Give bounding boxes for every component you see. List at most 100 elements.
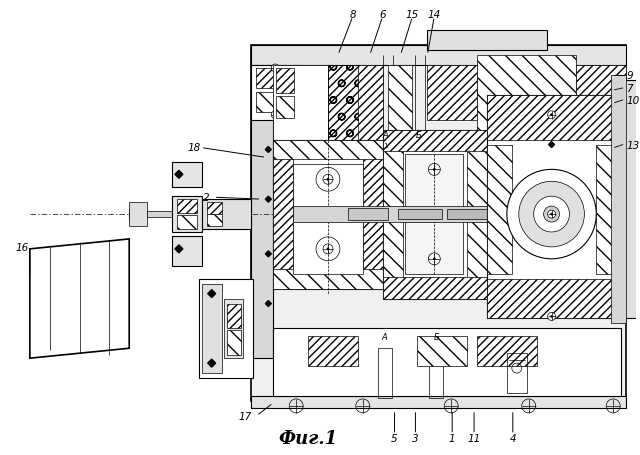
Text: 9: 9 [626,71,633,81]
Bar [308,337,358,366]
Polygon shape [175,171,183,179]
Circle shape [323,175,333,185]
Bar [577,66,626,121]
Polygon shape [266,197,271,203]
Circle shape [316,168,340,192]
Bar [257,69,276,89]
Text: 15: 15 [406,10,419,20]
Bar [257,93,276,112]
Text: А: А [381,333,387,342]
Polygon shape [208,359,216,367]
Circle shape [550,213,552,216]
Bar [596,145,626,274]
Bar [611,76,626,324]
Bar [273,66,328,145]
Bar [447,210,487,220]
Text: Фиг.1: Фиг.1 [278,429,338,447]
Bar [378,349,392,398]
Bar [207,203,221,215]
Text: 1: 1 [449,433,456,443]
Bar [621,81,639,319]
Bar [227,304,241,329]
Bar [227,331,241,355]
Bar [293,165,363,274]
Bar [429,349,444,398]
Bar [172,237,202,266]
Bar [252,81,273,359]
Text: 17: 17 [239,411,252,421]
Bar [273,329,621,396]
Bar [363,140,383,289]
Circle shape [548,313,556,321]
Circle shape [433,258,435,260]
Polygon shape [175,245,183,253]
Text: 8: 8 [349,10,356,20]
Bar [273,140,383,160]
Text: 7: 7 [626,84,633,94]
Polygon shape [548,142,554,148]
Text: 10: 10 [626,96,639,106]
Polygon shape [266,147,271,153]
Text: 1: 1 [383,142,388,148]
Bar [273,140,293,289]
Bar [252,46,626,66]
Bar [477,56,577,130]
Text: 5: 5 [391,433,398,443]
Bar [487,279,626,319]
Circle shape [327,179,329,181]
Bar [252,66,301,121]
Text: 3: 3 [412,433,419,443]
Bar [467,130,487,299]
Bar [487,96,626,319]
Circle shape [428,253,440,265]
Bar [507,354,527,393]
Bar [172,197,202,233]
Polygon shape [30,239,129,359]
Bar [397,210,442,220]
Bar [273,140,383,289]
Bar [348,209,388,221]
Bar [383,130,403,299]
Bar [477,337,537,366]
Text: 18: 18 [187,143,200,153]
Text: 16: 16 [15,243,29,253]
Circle shape [323,244,333,254]
Bar [223,299,243,359]
Bar [202,284,221,373]
Bar [428,66,477,121]
Bar [406,155,463,274]
Bar [172,163,202,188]
Bar [358,66,383,140]
Circle shape [550,316,552,318]
Bar [207,215,221,227]
Circle shape [534,197,570,233]
Text: 4: 4 [509,433,516,443]
Bar [129,203,147,227]
Text: 14: 14 [428,10,441,20]
Circle shape [275,68,276,70]
Bar [417,337,467,366]
Circle shape [271,111,279,119]
Text: Б: Б [433,333,439,342]
Circle shape [327,248,329,250]
Circle shape [550,115,552,116]
Polygon shape [208,290,216,298]
Circle shape [543,207,559,222]
Text: 6: 6 [380,10,386,20]
Bar [199,279,253,378]
Bar [388,66,412,140]
Circle shape [507,170,596,259]
Bar [276,69,294,94]
Circle shape [428,164,440,176]
Bar [293,207,591,222]
Bar [383,277,487,299]
Text: Б: Б [415,130,421,139]
Bar [177,200,196,213]
Bar [487,145,512,274]
Bar [252,46,626,401]
Polygon shape [266,251,271,257]
Circle shape [548,211,556,218]
Text: А: А [383,130,388,139]
Bar [383,130,487,152]
Bar [147,212,172,217]
